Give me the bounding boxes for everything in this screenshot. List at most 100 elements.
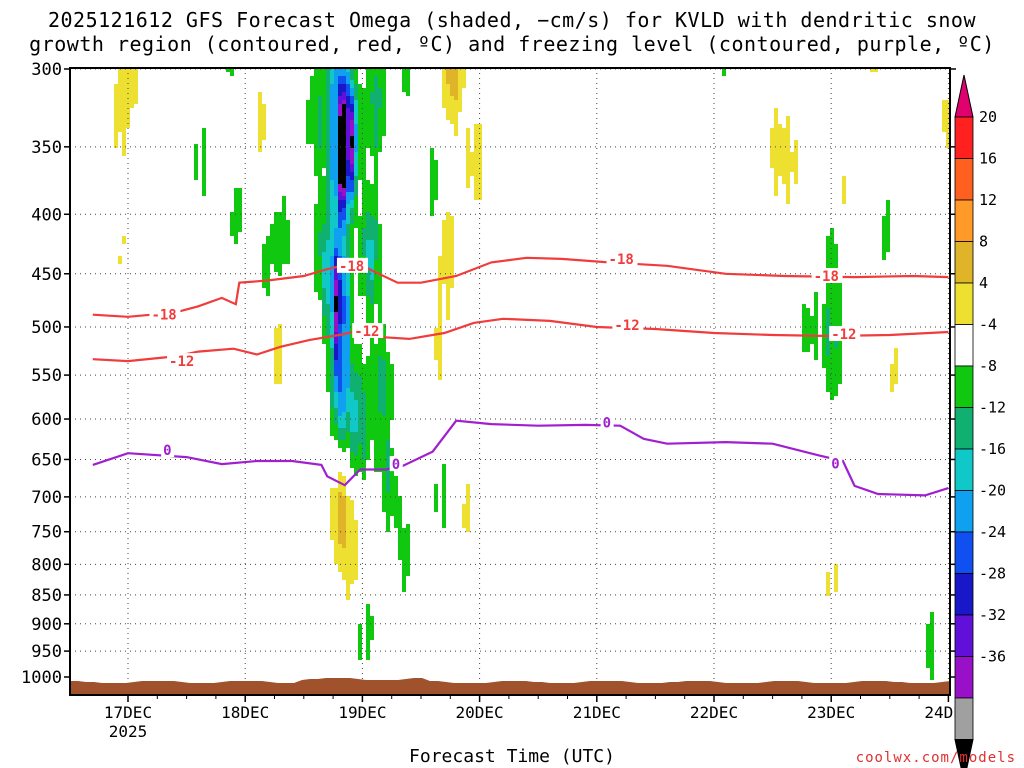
omega-cell — [466, 488, 470, 492]
omega-cell — [370, 224, 374, 228]
omega-cell — [370, 624, 374, 628]
omega-cell — [454, 68, 458, 72]
omega-cell — [470, 156, 474, 160]
omega-cell — [442, 236, 446, 240]
omega-cell — [338, 484, 342, 488]
omega-cell — [370, 292, 374, 296]
omega-cell — [826, 312, 830, 316]
omega-cell — [334, 388, 338, 392]
omega-cell — [354, 464, 358, 468]
omega-cell — [378, 376, 382, 380]
omega-cell — [366, 652, 370, 656]
omega-cell — [374, 264, 378, 268]
omega-cell — [366, 132, 370, 136]
omega-cell — [366, 88, 370, 92]
omega-cell — [326, 248, 330, 252]
omega-cell — [314, 264, 318, 268]
omega-cell — [362, 132, 366, 136]
omega-cell — [450, 244, 454, 248]
omega-cell — [366, 428, 370, 432]
omega-cell — [230, 232, 234, 236]
omega-cell — [342, 512, 346, 516]
omega-cell — [366, 312, 370, 316]
omega-cell — [338, 500, 342, 504]
omega-cell — [354, 216, 358, 220]
omega-cell — [334, 244, 338, 248]
omega-cell — [354, 524, 358, 528]
omega-cell — [366, 384, 370, 388]
omega-cell — [130, 84, 134, 88]
omega-cell — [370, 260, 374, 264]
omega-cell — [370, 416, 374, 420]
omega-cell — [330, 236, 334, 240]
omega-cell — [350, 192, 354, 196]
omega-cell — [322, 340, 326, 344]
omega-cell — [354, 140, 358, 144]
omega-cell — [326, 80, 330, 84]
omega-cell — [930, 676, 934, 680]
omega-cell — [378, 140, 382, 144]
omega-cell — [126, 80, 130, 84]
omega-cell — [322, 316, 326, 320]
omega-cell — [338, 228, 342, 232]
omega-cell — [366, 200, 370, 204]
colorbar-segment — [954, 241, 974, 284]
omega-cell — [338, 376, 342, 380]
omega-cell — [266, 288, 270, 292]
omega-cell — [282, 232, 286, 236]
omega-cell — [446, 92, 450, 96]
omega-cell — [350, 404, 354, 408]
omega-cell — [370, 364, 374, 368]
omega-cell — [446, 312, 450, 316]
omega-cell — [774, 136, 778, 140]
omega-cell — [338, 124, 342, 128]
omega-cell — [350, 232, 354, 236]
omega-cell — [378, 268, 382, 272]
omega-cell — [334, 232, 338, 236]
omega-cell — [366, 140, 370, 144]
omega-cell — [378, 68, 382, 72]
omega-cell — [346, 552, 350, 556]
omega-cell — [350, 528, 354, 532]
omega-cell — [366, 276, 370, 280]
omega-cell — [834, 316, 838, 320]
omega-cell — [378, 248, 382, 252]
omega-cell — [330, 244, 334, 248]
omega-cell — [354, 388, 358, 392]
omega-cell — [374, 452, 378, 456]
omega-cell — [322, 296, 326, 300]
omega-cell — [354, 380, 358, 384]
omega-cell — [338, 160, 342, 164]
omega-cell — [118, 108, 122, 112]
omega-cell — [314, 160, 318, 164]
omega-cell — [314, 124, 318, 128]
omega-cell — [338, 200, 342, 204]
omega-cell — [362, 428, 366, 432]
omega-cell — [786, 180, 790, 184]
omega-cell — [390, 484, 394, 488]
omega-cell — [454, 96, 458, 100]
omega-cell — [446, 248, 450, 252]
omega-cell — [286, 244, 290, 248]
omega-cell — [346, 524, 350, 528]
omega-cell — [370, 148, 374, 152]
omega-cell — [338, 400, 342, 404]
omega-cell — [814, 316, 818, 320]
omega-cell — [346, 408, 350, 412]
omega-cell — [806, 336, 810, 340]
omega-cell — [342, 80, 346, 84]
omega-cell — [366, 408, 370, 412]
omega-cell — [374, 348, 378, 352]
omega-cell — [122, 148, 126, 152]
omega-cell — [326, 104, 330, 108]
omega-cell — [450, 256, 454, 260]
omega-cell — [382, 340, 386, 344]
omega-cell — [342, 508, 346, 512]
omega-cell — [342, 480, 346, 484]
omega-cell — [350, 240, 354, 244]
omega-cell — [470, 164, 474, 168]
omega-cell — [926, 656, 930, 660]
omega-cell — [342, 116, 346, 120]
omega-cell — [342, 72, 346, 76]
omega-cell — [278, 248, 282, 252]
